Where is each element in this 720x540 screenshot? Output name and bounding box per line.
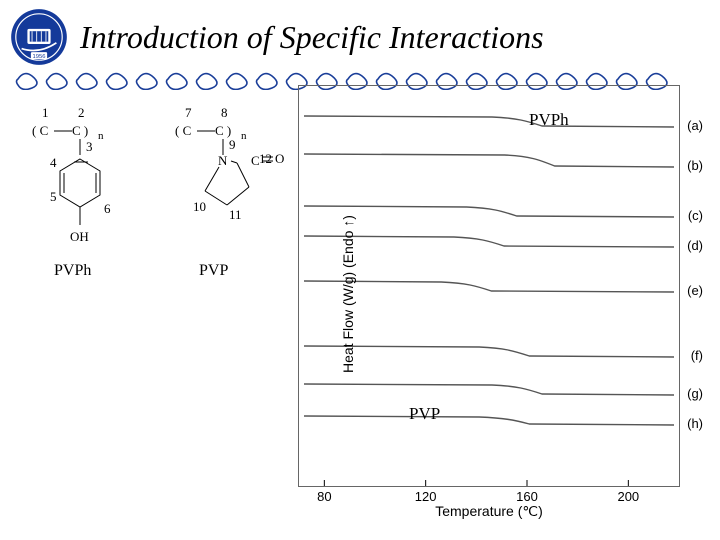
structure-pvp: 7 8 ( C C ) n 9 N 12 10 11	[155, 105, 290, 285]
structure-pvph: 1 2 ( C C ) n 3 4 5 6 OH	[10, 105, 125, 285]
chemical-structures: 12 ( C C ) n 3 4 5 6 OH	[10, 95, 290, 487]
svg-text:10: 10	[193, 199, 206, 214]
svg-text:1956: 1956	[33, 54, 46, 60]
content: 12 ( C C ) n 3 4 5 6 OH	[0, 95, 720, 487]
curve-label-f: (f)	[691, 348, 703, 363]
svg-text:C: C	[251, 153, 260, 168]
svg-text:7: 7	[185, 105, 192, 120]
svg-text:C ): C )	[72, 123, 88, 138]
curve-label-h: (h)	[687, 416, 703, 431]
curve-h	[304, 416, 674, 425]
curve-b	[304, 154, 674, 167]
svg-text:( C: ( C	[32, 123, 48, 138]
curve-c	[304, 206, 674, 217]
svg-text:n: n	[241, 130, 247, 142]
svg-text:5: 5	[50, 189, 57, 204]
curve-label-e: (e)	[687, 283, 703, 298]
curve-label-a: (a)	[687, 118, 703, 133]
svg-text:2: 2	[78, 105, 85, 120]
curve-e	[304, 281, 674, 292]
curve-g	[304, 384, 674, 395]
curve-d	[304, 236, 674, 247]
svg-text:PVPh: PVPh	[54, 262, 91, 279]
svg-text:1: 1	[42, 105, 49, 120]
svg-text:8: 8	[221, 105, 228, 120]
university-logo: 1956	[10, 8, 68, 66]
y-axis-label: Heat Flow (W/g) (Endo ↑)	[340, 215, 356, 373]
page-title: Introduction of Specific Interactions	[80, 19, 544, 56]
curve-label-b: (b)	[687, 158, 703, 173]
svg-text:OH: OH	[70, 229, 89, 244]
chart-annot: PVPh	[529, 110, 569, 130]
chart-annot: PVP	[409, 404, 440, 424]
svg-text:12: 12	[259, 151, 272, 166]
x-tick: 120	[415, 489, 437, 504]
dsc-chart: PVPhPVP (a)(b)(c)(d)(e)(f)(g)(h) 8012016…	[298, 85, 680, 487]
svg-text:( C: ( C	[175, 123, 191, 138]
svg-text:C ): C )	[215, 123, 231, 138]
curve-a	[304, 116, 674, 127]
x-tick: 160	[516, 489, 538, 504]
curve-label-d: (d)	[687, 238, 703, 253]
svg-text:PVP: PVP	[199, 262, 228, 279]
x-axis-label: Temperature (℃)	[299, 503, 679, 520]
svg-text:6: 6	[104, 201, 111, 216]
svg-text:n: n	[98, 130, 104, 142]
svg-text:3: 3	[86, 139, 93, 154]
x-tick: 200	[617, 489, 639, 504]
curve-f	[304, 346, 674, 357]
svg-text:11: 11	[229, 207, 242, 222]
curve-label-g: (g)	[687, 386, 703, 401]
svg-text:9: 9	[229, 137, 236, 152]
header: 1956 Introduction of Specific Interactio…	[0, 0, 720, 66]
svg-text:O: O	[275, 151, 284, 166]
x-tick: 80	[317, 489, 331, 504]
svg-text:N: N	[218, 153, 228, 168]
curve-label-c: (c)	[688, 208, 703, 223]
svg-text:4: 4	[50, 155, 57, 170]
